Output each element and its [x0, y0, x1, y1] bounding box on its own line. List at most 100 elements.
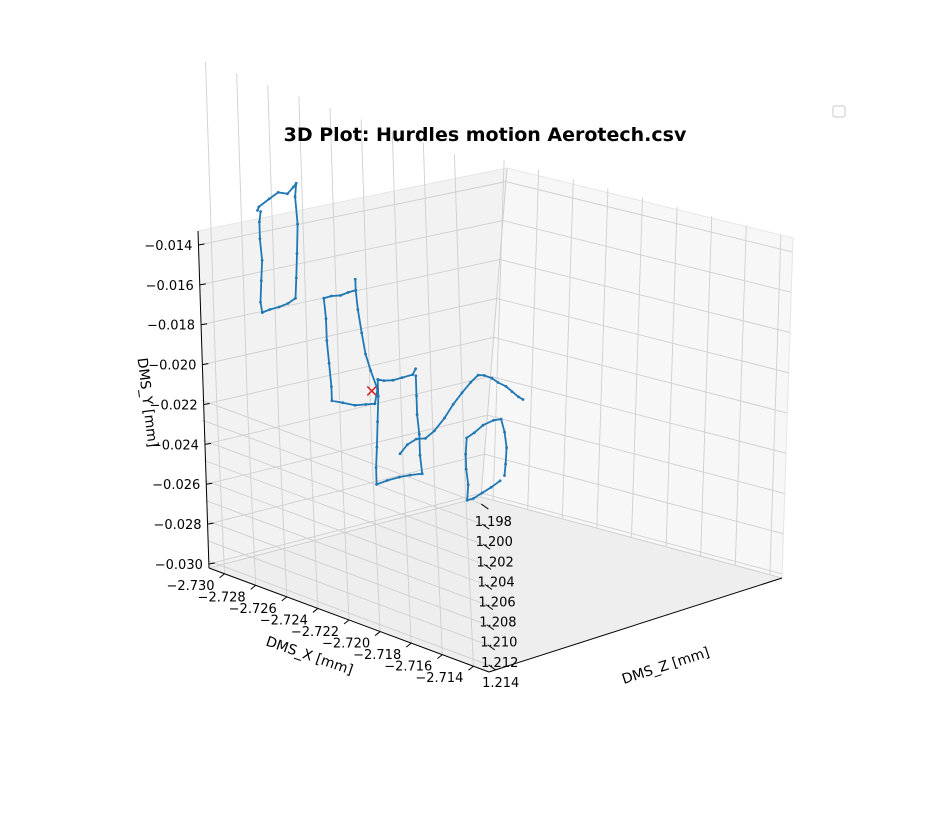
series-point [496, 381, 500, 384]
series-point [432, 429, 436, 433]
x-tick-label: −2.714 [415, 671, 463, 686]
z-tick-label: 1.204 [477, 575, 514, 590]
series-point [397, 475, 401, 479]
y-gridline-left [198, 181, 507, 246]
series-point [476, 373, 480, 377]
z-tick-mark [486, 624, 495, 631]
y-tick-label: −0.018 [147, 319, 195, 334]
x-tick-mark [219, 573, 225, 579]
z-tick-mark [485, 604, 494, 611]
z-tick-label: 1.198 [475, 515, 512, 530]
x-tick-mark [281, 596, 288, 602]
series-point [324, 317, 328, 321]
series-point [286, 302, 290, 305]
tick-marks: −2.730−2.728−2.726−2.724−2.722−2.720−2.7… [144, 239, 519, 691]
x-tick-mark [437, 654, 443, 660]
y-gridline-right [490, 375, 787, 454]
x-gridline-wall [391, 131, 404, 469]
z-tick-label: 1.214 [482, 676, 519, 691]
x-gridline-wall [453, 154, 466, 492]
series-point [417, 432, 421, 436]
series-point [472, 431, 476, 435]
series-point [322, 296, 326, 300]
x-tick-label: −2.726 [229, 602, 277, 617]
y-gridline-left [202, 297, 497, 366]
z-tick-label: 1.208 [479, 616, 516, 631]
y-tick-label: −0.024 [151, 438, 199, 453]
y-gridline-left [207, 453, 485, 525]
series-point [293, 195, 297, 199]
series-point [268, 308, 272, 311]
series-point [375, 445, 379, 449]
z-gridline-wall [700, 216, 713, 557]
z-tick-label: 1.202 [477, 555, 514, 570]
series-point [420, 472, 424, 476]
series-point [369, 369, 373, 373]
series-point [364, 403, 368, 406]
y-tick-label: −0.016 [146, 279, 194, 294]
series-point [517, 395, 520, 399]
series-point [464, 467, 468, 471]
series-point [258, 237, 262, 241]
series-point [374, 466, 378, 469]
x-tick-label: −2.720 [322, 637, 370, 652]
y-tick-mark [199, 283, 206, 286]
series-point [259, 279, 263, 283]
pane-edge [480, 167, 508, 498]
series-point [339, 294, 342, 297]
z-tick-mark [488, 664, 496, 671]
z-gridline-wall [527, 169, 540, 510]
z-tick-mark [484, 584, 493, 590]
series-point [291, 185, 295, 189]
series-point [354, 288, 358, 292]
y-gridline-right [499, 259, 791, 333]
series-point [346, 291, 350, 294]
z-tick-mark [482, 543, 491, 550]
series-point [424, 437, 427, 440]
series-point [276, 191, 280, 194]
series-point [356, 308, 360, 312]
x-tick-label: −2.718 [353, 648, 401, 663]
z-gridline-wall [734, 225, 747, 566]
x-gridline-wall [205, 61, 218, 399]
series-point [411, 373, 415, 376]
z-tick-mark [481, 523, 490, 530]
z-gridline-floor [205, 500, 487, 606]
series-point [504, 462, 507, 466]
y-gridline-left [203, 336, 494, 405]
series-point [330, 385, 333, 389]
chart-title: 3D Plot: Hurdles motion Aerotech.csv [284, 124, 687, 146]
series-point [415, 413, 419, 417]
z-gridline-wall [631, 197, 643, 538]
series-point [286, 192, 289, 196]
x-tick-label: −2.716 [384, 660, 432, 675]
series-point [375, 483, 378, 486]
series-point [408, 473, 412, 477]
series-point [414, 374, 418, 378]
z-tick-mark [483, 563, 492, 570]
series-point [465, 498, 469, 502]
y-gridline-left [206, 414, 488, 485]
y-gridline-right [502, 220, 792, 293]
series-point [481, 423, 485, 427]
series-point [256, 209, 259, 212]
y-gridline-left [204, 375, 491, 445]
y-gridline-right [496, 297, 789, 374]
start-marker-x [366, 385, 377, 397]
series-point [492, 418, 495, 422]
series-point [294, 181, 298, 185]
series-point [353, 403, 357, 407]
series-point [258, 220, 261, 224]
z-gridline-floor [203, 439, 484, 545]
series-point [330, 399, 334, 403]
x-tick-mark [405, 642, 412, 648]
y-tick-mark [206, 482, 213, 485]
series-point [505, 446, 508, 450]
z-axis-label: DMS_Z [mm] [620, 645, 711, 688]
series-point [385, 479, 389, 482]
series-point [267, 197, 271, 201]
y-gridline-right [487, 414, 785, 494]
series-point [391, 378, 395, 382]
x-gridline-wall [236, 73, 249, 411]
z-tick-mark [487, 644, 496, 651]
